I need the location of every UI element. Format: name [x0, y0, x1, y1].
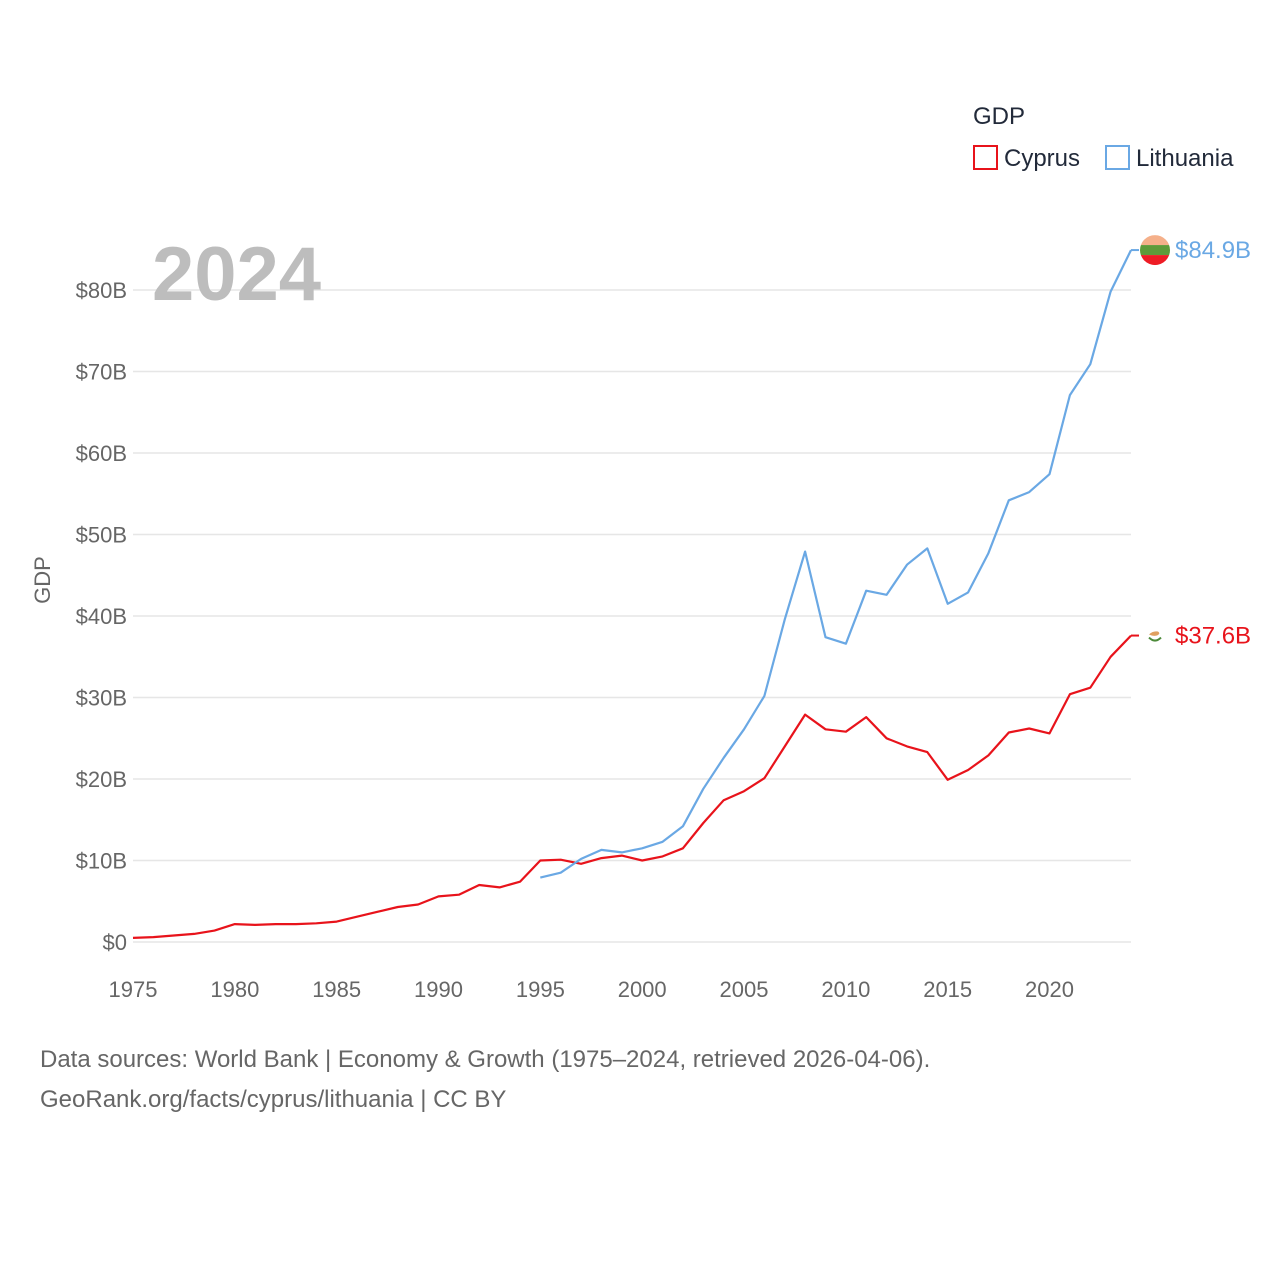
- legend-title: GDP: [973, 103, 1025, 130]
- x-tick-label: 2005: [720, 977, 769, 1002]
- series-line-lithuania[interactable]: [540, 249, 1132, 879]
- x-tick-label: 2015: [923, 977, 972, 1002]
- y-tick-label: $30B: [76, 686, 127, 711]
- legend[interactable]: GDP Cyprus Lithuania: [973, 103, 1234, 172]
- x-tick-label: 1985: [312, 977, 361, 1002]
- y-tick-label: $10B: [76, 849, 127, 874]
- legend-label-cyprus: Cyprus: [1004, 145, 1080, 172]
- x-tick-label: 1975: [109, 977, 158, 1002]
- y-tick-label: $0: [103, 930, 127, 955]
- cyprus-flag-icon: [1146, 626, 1164, 645]
- legend-swatch-cyprus: [973, 145, 998, 170]
- y-tick-label: $70B: [76, 360, 127, 385]
- legend-item-lithuania[interactable]: Lithuania: [1105, 145, 1234, 172]
- end-value-label-lithuania: $84.9B: [1175, 237, 1251, 264]
- footer: Data sources: World Bank | Economy & Gro…: [40, 1040, 930, 1120]
- footer-source: Data sources: World Bank | Economy & Gro…: [40, 1046, 931, 1073]
- y-tick-label: $20B: [76, 767, 127, 792]
- x-axis-ticks: 1975 1980 1985 1990 1995 2000 2005 2010 2015 2020: [109, 977, 1074, 1002]
- y-tick-label: $40B: [76, 604, 127, 629]
- y-axis-title: GDP: [30, 556, 55, 604]
- y-tick-label: $60B: [76, 441, 127, 466]
- x-tick-label: 1980: [210, 977, 259, 1002]
- x-tick-label: 1995: [516, 977, 565, 1002]
- legend-item-cyprus[interactable]: Cyprus: [973, 145, 1080, 172]
- y-axis-ticks: $0 $10B $20B $30B $40B $50B $60B $70B $80B: [76, 278, 127, 955]
- gdp-line-chart: $0$10B$20B$30B$40B$50B$60B$70B$80B 1975 1…: [30, 103, 1251, 1002]
- x-tick-label: 2000: [618, 977, 667, 1002]
- legend-label-lithuania: Lithuania: [1136, 145, 1234, 172]
- x-tick-label: 2010: [821, 977, 870, 1002]
- series-lines: [132, 249, 1132, 939]
- y-tick-label: $50B: [76, 523, 127, 548]
- current-year-label: 2024: [152, 232, 321, 317]
- end-value-label-cyprus: $37.6B: [1175, 623, 1251, 650]
- gridlines: [133, 289, 1131, 943]
- lithuania-flag-icon: [1140, 235, 1170, 266]
- y-tick-label: $80B: [76, 278, 127, 303]
- x-tick-label: 2020: [1025, 977, 1074, 1002]
- end-markers: $37.6B $84.9B: [1131, 235, 1251, 650]
- legend-swatch-lithuania: [1105, 145, 1130, 170]
- series-line-cyprus[interactable]: [132, 634, 1132, 939]
- footer-credit[interactable]: GeoRank.org/facts/cyprus/lithuania | CC …: [40, 1086, 507, 1113]
- x-tick-label: 1990: [414, 977, 463, 1002]
